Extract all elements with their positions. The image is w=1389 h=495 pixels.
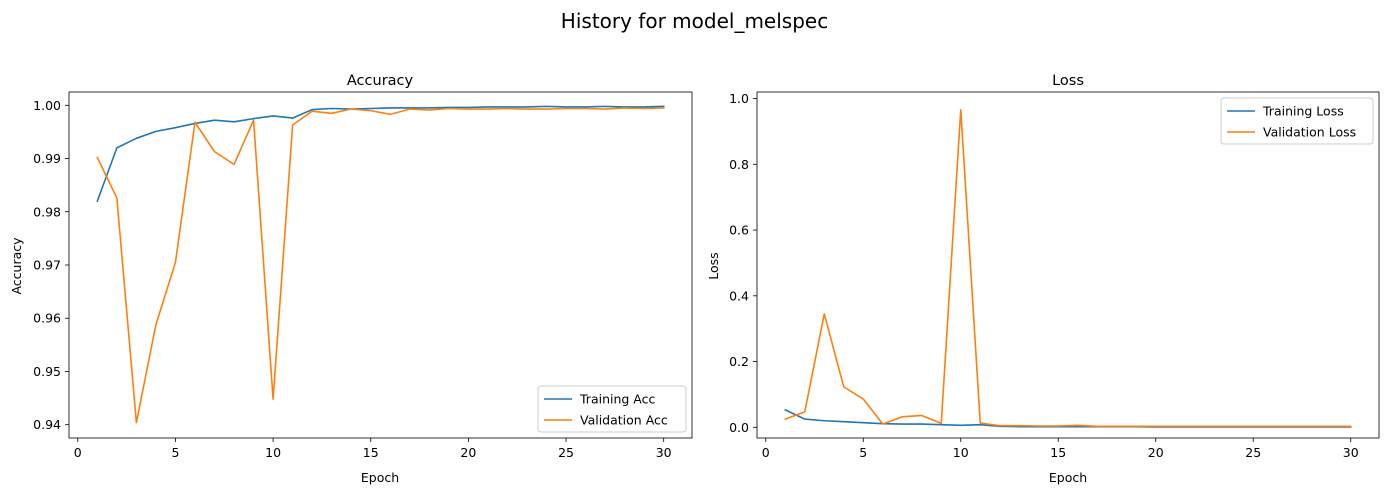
loss-x-tick-label: 30	[1343, 445, 1359, 460]
accuracy-plot-frame	[68, 91, 693, 439]
loss-legend: Training Loss Validation Loss	[1220, 97, 1374, 145]
accuracy-series-line-training	[96, 105, 665, 203]
loss-legend-label: Training Loss	[1262, 104, 1344, 119]
accuracy-y-tick-label: 0.94	[33, 417, 61, 432]
loss-y-axis-label: Loss	[706, 252, 721, 279]
accuracy-x-tick-label: 0	[74, 445, 82, 460]
loss-legend-label: Validation Loss	[1263, 125, 1356, 140]
loss-y-tick-label: 0.6	[729, 223, 749, 238]
loss-legend-box	[1220, 97, 1374, 145]
accuracy-y-axis-label: Accuracy	[9, 237, 24, 295]
loss-x-axis-label: Epoch	[1049, 470, 1087, 485]
accuracy-chart: Accuracy Epoch Accuracy 0 5 10 15 20 25 30 0.94…	[9, 73, 693, 485]
accuracy-legend-box	[537, 385, 687, 433]
accuracy-y-tick-label: 0.98	[33, 204, 61, 219]
loss-plot-frame	[756, 91, 1380, 439]
accuracy-y-tick-label: 0.96	[33, 311, 61, 326]
accuracy-series-line-validation	[96, 107, 665, 424]
loss-chart: Loss Epoch Loss 0 5 10 15 20 25 30 0.0 0.2 0.4 0.6…	[706, 73, 1380, 485]
loss-x-tick-label: 15	[1050, 445, 1066, 460]
loss-y-tick-label: 1.0	[729, 91, 749, 106]
loss-y-tick-label: 0.0	[729, 420, 749, 435]
accuracy-x-tick-label: 5	[171, 445, 179, 460]
loss-y-tick-label: 0.4	[729, 288, 749, 303]
loss-x-tick-label: 25	[1245, 445, 1261, 460]
loss-y-tick-label: 0.8	[729, 157, 749, 172]
loss-x-tick-label: 20	[1148, 445, 1164, 460]
accuracy-x-tick-label: 30	[656, 445, 672, 460]
accuracy-y-tick-label: 0.99	[33, 151, 61, 166]
accuracy-legend-label: Validation Acc	[580, 413, 668, 428]
accuracy-x-axis-label: Epoch	[361, 470, 399, 485]
accuracy-y-tick-label: 0.97	[33, 258, 61, 273]
accuracy-x-tick-label: 20	[460, 445, 476, 460]
accuracy-legend: Training Acc Validation Acc	[537, 385, 687, 433]
loss-x-tick-label: 0	[762, 445, 770, 460]
accuracy-y-tick-label: 1.00	[33, 98, 61, 113]
accuracy-x-tick-label: 15	[363, 445, 379, 460]
accuracy-x-tick-label: 10	[265, 445, 281, 460]
loss-chart-title: Loss	[1052, 73, 1084, 89]
accuracy-y-tick-label: 0.95	[33, 364, 61, 379]
loss-series-line-training	[784, 408, 1352, 428]
loss-y-tick-label: 0.2	[729, 354, 749, 369]
loss-x-tick-label: 5	[859, 445, 867, 460]
accuracy-chart-title: Accuracy	[347, 73, 414, 89]
figure-title: History for model_melspec	[561, 9, 828, 33]
loss-x-tick-label: 10	[953, 445, 969, 460]
accuracy-legend-label: Training Acc	[579, 392, 655, 407]
loss-series-line-validation	[784, 108, 1352, 428]
accuracy-x-tick-label: 25	[558, 445, 574, 460]
